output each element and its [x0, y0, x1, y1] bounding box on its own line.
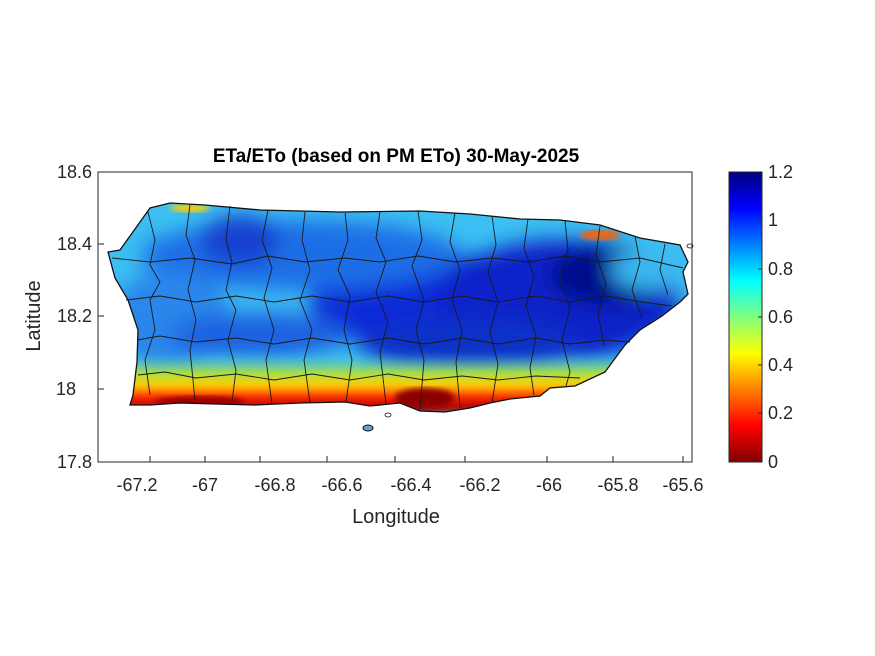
colorbar-tick-label: 0.6	[768, 307, 793, 327]
y-axis-ticks	[98, 171, 104, 463]
x-tick-labels: -67.2 -67 -66.8 -66.6 -66.4 -66.2 -66 -6…	[116, 475, 703, 495]
x-tick-label: -66.8	[254, 475, 295, 495]
colorbar-tick-label: 0.4	[768, 355, 793, 375]
colorbar-ticks	[758, 171, 762, 463]
x-tick-label: -65.8	[597, 475, 638, 495]
offshore-islet-south	[384, 412, 392, 418]
colorbar-tick-label: 0.2	[768, 403, 793, 423]
x-tick-label: -66.6	[321, 475, 362, 495]
municipality-boundaries	[111, 204, 684, 411]
x-tick-label: -66	[536, 475, 562, 495]
x-axis-label: Longitude	[352, 506, 440, 528]
y-tick-label: 17.8	[57, 452, 92, 472]
y-tick-label: 18	[56, 379, 76, 399]
island-coastline	[107, 202, 689, 413]
x-tick-label: -67.2	[116, 475, 157, 495]
y-tick-label: 18.4	[57, 234, 92, 254]
offshore-islet-caja-de-muerto	[362, 424, 374, 432]
x-tick-label: -66.2	[459, 475, 500, 495]
colorbar-tick-labels: 1.2 1 0.8 0.6 0.4 0.2 0	[768, 162, 793, 472]
y-tick-labels: 18.6 18.4 18.2 18 17.8	[56, 162, 92, 472]
colorbar-tick-label: 1	[768, 210, 778, 230]
colorbar	[728, 171, 763, 463]
y-axis-label: Latitude	[23, 280, 45, 351]
colorbar-tick-label: 1.2	[768, 162, 793, 182]
map-title: ETa/ETo (based on PM ETo) 30-May-2025	[213, 146, 580, 167]
offshore-islet-east	[686, 243, 694, 249]
colorbar-tick-label: 0	[768, 452, 778, 472]
y-tick-label: 18.2	[57, 306, 92, 326]
x-tick-label: -67	[192, 475, 218, 495]
x-tick-label: -66.4	[390, 475, 431, 495]
colorbar-tick-label: 0.8	[768, 259, 793, 279]
x-axis-ticks	[149, 456, 684, 462]
y-tick-label: 18.6	[57, 162, 92, 182]
x-tick-label: -65.6	[662, 475, 703, 495]
